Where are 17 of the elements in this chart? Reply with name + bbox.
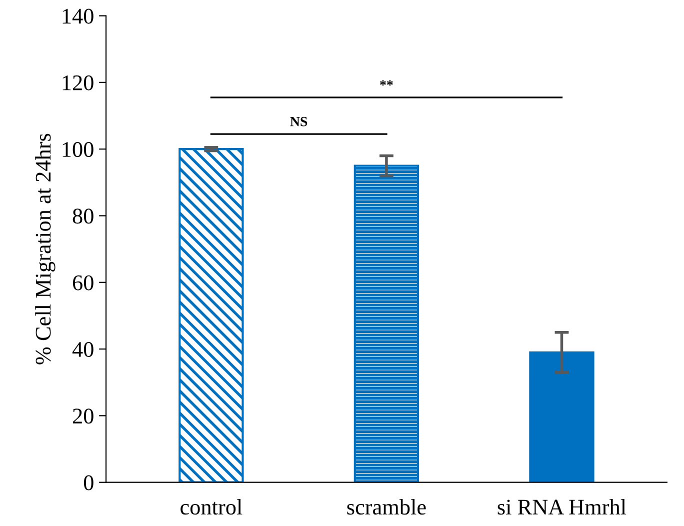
y-tick-label: 100 — [62, 142, 94, 158]
y-tick-label: 80 — [72, 208, 94, 224]
bar — [529, 351, 594, 482]
annotation: ** — [380, 80, 393, 86]
y-axis-title: % Cell Migration at 24hrs — [35, 134, 56, 364]
x-tick-label: scramble — [347, 499, 426, 515]
bar — [354, 164, 420, 482]
y-tick-label: 60 — [72, 275, 94, 290]
y-tick-label: 120 — [62, 75, 94, 90]
y-tick-label: 0 — [84, 475, 94, 490]
y-tick-label: 40 — [72, 342, 94, 357]
x-tick-label: control — [180, 499, 242, 515]
bar — [178, 148, 244, 482]
y-tick-label: 20 — [72, 408, 94, 424]
x-tick-label: si RNA Hmrhl — [498, 499, 626, 515]
annotation: NS — [290, 116, 308, 126]
y-tick-label: 140 — [62, 8, 94, 24]
